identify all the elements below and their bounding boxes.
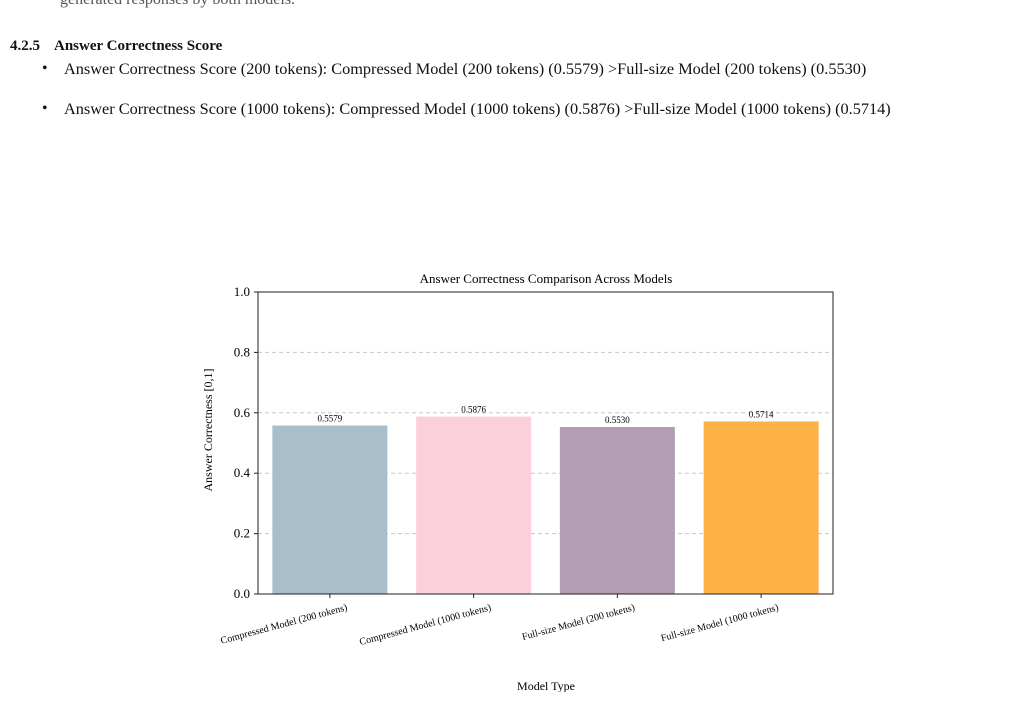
bullet-item: Answer Correctness Score (200 tokens): C… bbox=[38, 58, 948, 80]
bar bbox=[416, 416, 532, 594]
plot-frame bbox=[257, 291, 834, 595]
x-tick-label: Full-size Model (1000 tokens) bbox=[660, 602, 780, 644]
x-tick-label: Full-size Model (200 tokens) bbox=[521, 602, 636, 643]
bar-value-label: 0.5714 bbox=[749, 409, 774, 419]
bar-value-label: 0.5876 bbox=[461, 405, 486, 415]
chart-title: Answer Correctness Comparison Across Mod… bbox=[420, 271, 673, 286]
section-heading: 4.2.5 Answer Correctness Score bbox=[10, 38, 222, 55]
bullet-list: Answer Correctness Score (200 tokens): C… bbox=[38, 58, 948, 138]
bars-group: 0.5579 0.5876 0.5530 0.5714 bbox=[272, 405, 819, 594]
y-tick-label: 1.0 bbox=[234, 284, 250, 299]
bar-chart: Answer Correctness Comparison Across Mod… bbox=[201, 271, 834, 692]
y-tick-label: 0.0 bbox=[234, 586, 250, 601]
bar bbox=[703, 421, 819, 594]
section-number: 4.2.5 bbox=[10, 38, 40, 54]
y-ticks: 0.0 0.2 0.4 0.6 0.8 1.0 bbox=[234, 284, 258, 601]
x-axis-label: Model Type bbox=[517, 679, 575, 692]
previous-paragraph-tail: generated responses by both models. bbox=[60, 0, 295, 9]
section-title: Answer Correctness Score bbox=[54, 38, 223, 54]
bar bbox=[559, 426, 675, 594]
bar bbox=[272, 425, 388, 594]
y-tick-label: 0.2 bbox=[234, 526, 250, 541]
y-tick-label: 0.6 bbox=[234, 405, 251, 420]
bar-value-label: 0.5579 bbox=[318, 414, 343, 424]
bullet-item: Answer Correctness Score (1000 tokens): … bbox=[38, 98, 948, 120]
x-tick-label: Compressed Model (200 tokens) bbox=[219, 602, 348, 646]
bar-value-label: 0.5530 bbox=[605, 415, 630, 425]
y-axis-label: Answer Correctness [0,1] bbox=[201, 369, 215, 492]
x-tick-label: Compressed Model (1000 tokens) bbox=[358, 602, 492, 648]
x-ticks: Compressed Model (200 tokens) Compressed … bbox=[219, 594, 780, 648]
y-tick-label: 0.4 bbox=[234, 465, 251, 480]
y-tick-label: 0.8 bbox=[234, 344, 250, 359]
